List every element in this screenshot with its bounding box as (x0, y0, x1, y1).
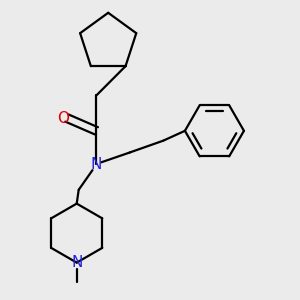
Text: N: N (71, 255, 82, 270)
Text: N: N (91, 157, 102, 172)
Text: O: O (57, 110, 69, 125)
